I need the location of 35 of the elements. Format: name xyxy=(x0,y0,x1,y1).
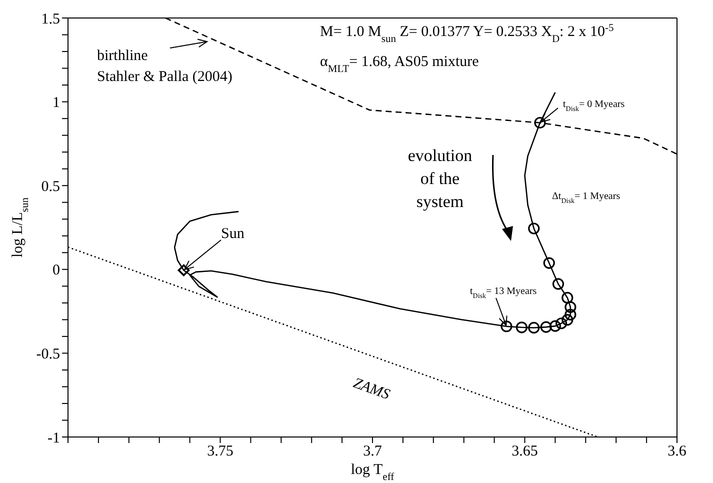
point xyxy=(564,301,576,313)
annotation: Δt$_{Disk}$= 1 Myears xyxy=(552,191,620,205)
point xyxy=(562,292,574,304)
x-tick-label: 3.6 xyxy=(668,444,687,460)
y-tick-label: 1.5 xyxy=(41,11,60,28)
point xyxy=(534,116,546,129)
point xyxy=(564,308,576,320)
annotation: t$_{Disk}$= 13 Myears xyxy=(470,286,537,300)
point xyxy=(540,321,552,333)
annotation: α$_{MLT}$= 1.68, AS05 mixture xyxy=(320,54,480,74)
point xyxy=(516,322,528,334)
point xyxy=(555,318,568,330)
annotation: M= 1.0 M$_{sun}$ Z= 0.01377 Y= 0.2533 X$_{D}$: 2 x 10$^{-5}$ xyxy=(320,22,614,44)
point xyxy=(500,320,512,332)
y-tick-label: 1 xyxy=(52,95,60,112)
x-axis-title: log T$_{eff}$ xyxy=(350,462,395,482)
annotation: Sun xyxy=(221,226,245,242)
y-tick-label: 0.5 xyxy=(41,178,60,195)
annotation: t$_{Disk}$= 0 Myears xyxy=(563,99,625,113)
x-tick-label: 3.7 xyxy=(363,444,382,460)
point xyxy=(552,278,564,290)
point xyxy=(549,320,561,332)
y-tick-label: -0.5 xyxy=(36,346,60,363)
point xyxy=(562,314,574,326)
annotation: evolution of the system xyxy=(408,146,473,211)
y-tick-label: 0 xyxy=(52,262,60,279)
x-tick-label: 3.75 xyxy=(207,444,234,460)
point xyxy=(178,264,190,276)
y-tick-label: -1 xyxy=(48,430,60,446)
point xyxy=(528,322,540,334)
point xyxy=(543,257,555,269)
x-tick-label: 3.65 xyxy=(512,444,538,460)
annotation: birthline Stahler & Palla (2004) xyxy=(97,48,232,85)
annotation: ZAMS xyxy=(351,375,392,404)
point xyxy=(528,222,540,234)
